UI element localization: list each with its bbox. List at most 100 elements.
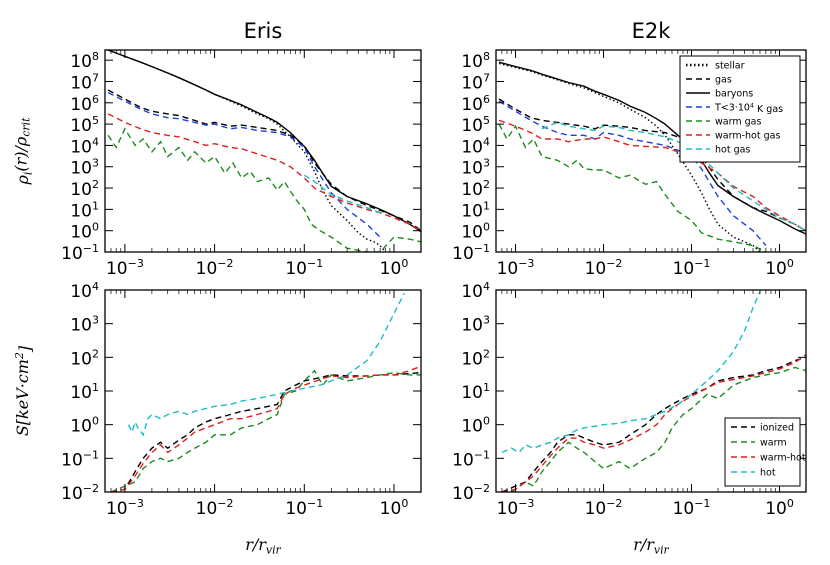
- series-line-hot: [541, 121, 806, 232]
- y-tick-label: 103: [70, 157, 99, 179]
- x-axis-label: r/rvir​: [245, 535, 281, 556]
- x-tick-label: 10−1: [285, 497, 323, 519]
- legend-label-warm-hot: warm-hot: [760, 453, 806, 464]
- y-tick-label: 100: [461, 415, 490, 437]
- y-axis-label: S[keV·cm2​]: [13, 345, 34, 436]
- series-group: [501, 291, 806, 492]
- series-line-gas: [107, 89, 421, 232]
- series-line-warm: [107, 127, 421, 252]
- series-line-warm: [498, 123, 767, 252]
- legend-box: [679, 55, 801, 163]
- y-tick-label: 105: [461, 114, 490, 136]
- series-line-warm-hot: [501, 354, 806, 492]
- y-tick-label: 108: [70, 50, 99, 72]
- y-tick-label: 104: [461, 135, 490, 157]
- y-tick-label: 100: [70, 221, 99, 243]
- legend-label-gas: gas: [715, 75, 732, 86]
- series-line-baryons: [107, 50, 421, 233]
- y-tick-label: 10−1: [452, 448, 490, 470]
- x-tick-label: 100: [380, 257, 409, 279]
- y-tick-label: 104: [70, 135, 99, 157]
- legend-box: [724, 417, 801, 487]
- x-tick-label: 10−2: [585, 497, 623, 519]
- legend: ionized warm warm-hot hot: [724, 417, 806, 487]
- y-tick-label: 103: [461, 314, 490, 336]
- series-group: [107, 50, 421, 252]
- x-tick-label: 10−1: [673, 257, 711, 279]
- series-group: [110, 292, 421, 492]
- series-line-hot: [303, 174, 381, 214]
- legend: stellar gas baryons T<3·104​ K gas warm gas w…: [679, 55, 801, 163]
- y-tick-label: 107: [461, 71, 490, 93]
- y-tick-label: 102: [70, 178, 99, 200]
- x-tick-label: 10−3: [497, 257, 535, 279]
- y-tick-label: 101: [70, 199, 99, 221]
- y-tick-label: 106: [461, 93, 490, 115]
- y-tick-label: 107: [70, 71, 99, 93]
- y-tick-label: 101: [70, 381, 99, 403]
- x-tick-label: 10−2: [585, 257, 623, 279]
- y-tick-label: 102: [461, 347, 490, 369]
- series-line-warm: [511, 366, 806, 492]
- chart-e2k-density: 10−3 10−2 10−1 10010−1100101102103104105106…: [452, 19, 807, 279]
- x-tick-label: 100: [765, 497, 794, 519]
- y-tick-label: 100: [461, 221, 490, 243]
- legend-label-hot: hot: [760, 468, 776, 479]
- x-tick-label: 10−1: [285, 257, 323, 279]
- y-tick-label: 103: [70, 314, 99, 336]
- x-tick-label: 10−2: [196, 257, 234, 279]
- series-line-hot: [501, 291, 761, 454]
- legend-label-baryons: baryons: [715, 89, 753, 100]
- series-group: [498, 61, 806, 252]
- plot-frame: [495, 49, 807, 253]
- y-tick-label: 101: [461, 199, 490, 221]
- legend-label-cold: T<3·104​ K gas: [714, 102, 783, 115]
- series-line-hot: [127, 292, 405, 437]
- y-tick-label: 103: [461, 157, 490, 179]
- legend-label-hot: hot gas: [715, 145, 750, 156]
- series-line-warm-hot: [110, 365, 421, 492]
- chart-eris-entropy: 10−3 10−2 10−1 100 10−2 10−1 100 101 102 103 104 r/…: [13, 280, 422, 556]
- y-tick-label: 101: [461, 381, 490, 403]
- x-tick-label: 10−3: [497, 497, 535, 519]
- series-line-warm-hot: [107, 113, 421, 232]
- y-tick-label: 100: [70, 415, 99, 437]
- y-tick-label: 10−2: [452, 482, 490, 504]
- series-line-ionized: [501, 356, 806, 492]
- y-axis-label: ρi​(r)/ρcrit​: [11, 117, 34, 186]
- series-line-warm: [110, 369, 421, 492]
- y-tick-label: 105: [70, 114, 99, 136]
- series-line-stellar: [498, 62, 761, 252]
- legend-label-warm: warm: [760, 438, 787, 449]
- chart-title: E2k: [632, 19, 672, 43]
- y-tick-label: 106: [70, 93, 99, 115]
- series-line-cold: [107, 91, 381, 238]
- series-line-ionized: [110, 372, 421, 492]
- y-tick-label: 10−2: [61, 482, 99, 504]
- plot-frame: [104, 49, 422, 253]
- chart-title: Eris: [244, 19, 283, 43]
- legend-label-ionized: ionized: [760, 423, 794, 434]
- y-tick-label: 104: [70, 280, 99, 302]
- series-line-gas: [498, 98, 806, 232]
- series-line-warm-hot: [498, 119, 806, 232]
- chart-e2k-entropy: 10−3 10−2 10−1 100 10−2 10−1 100 101 102 103 104 r/…: [452, 280, 807, 556]
- y-tick-label: 104: [461, 280, 490, 302]
- legend-label-stellar: stellar: [715, 61, 745, 72]
- x-tick-label: 10−3: [106, 257, 144, 279]
- x-axis-label: r/rvir​: [633, 535, 669, 556]
- x-tick-label: 100: [380, 497, 409, 519]
- y-tick-label: 102: [461, 178, 490, 200]
- x-tick-label: 10−1: [673, 497, 711, 519]
- x-tick-label: 10−2: [196, 497, 234, 519]
- y-tick-label: 10−1: [61, 448, 99, 470]
- x-tick-label: 10−3: [106, 497, 144, 519]
- y-tick-label: 10−1: [61, 242, 99, 264]
- chart-eris-density: 10−3 10−2 10−1 10010−1100101102103104105106…: [11, 19, 422, 279]
- x-tick-label: 100: [765, 257, 794, 279]
- y-tick-label: 102: [70, 347, 99, 369]
- y-tick-label: 10−1: [452, 242, 490, 264]
- legend-label-warm: warm gas: [715, 117, 761, 128]
- legend-label-warm-hot: warm-hot gas: [715, 131, 780, 142]
